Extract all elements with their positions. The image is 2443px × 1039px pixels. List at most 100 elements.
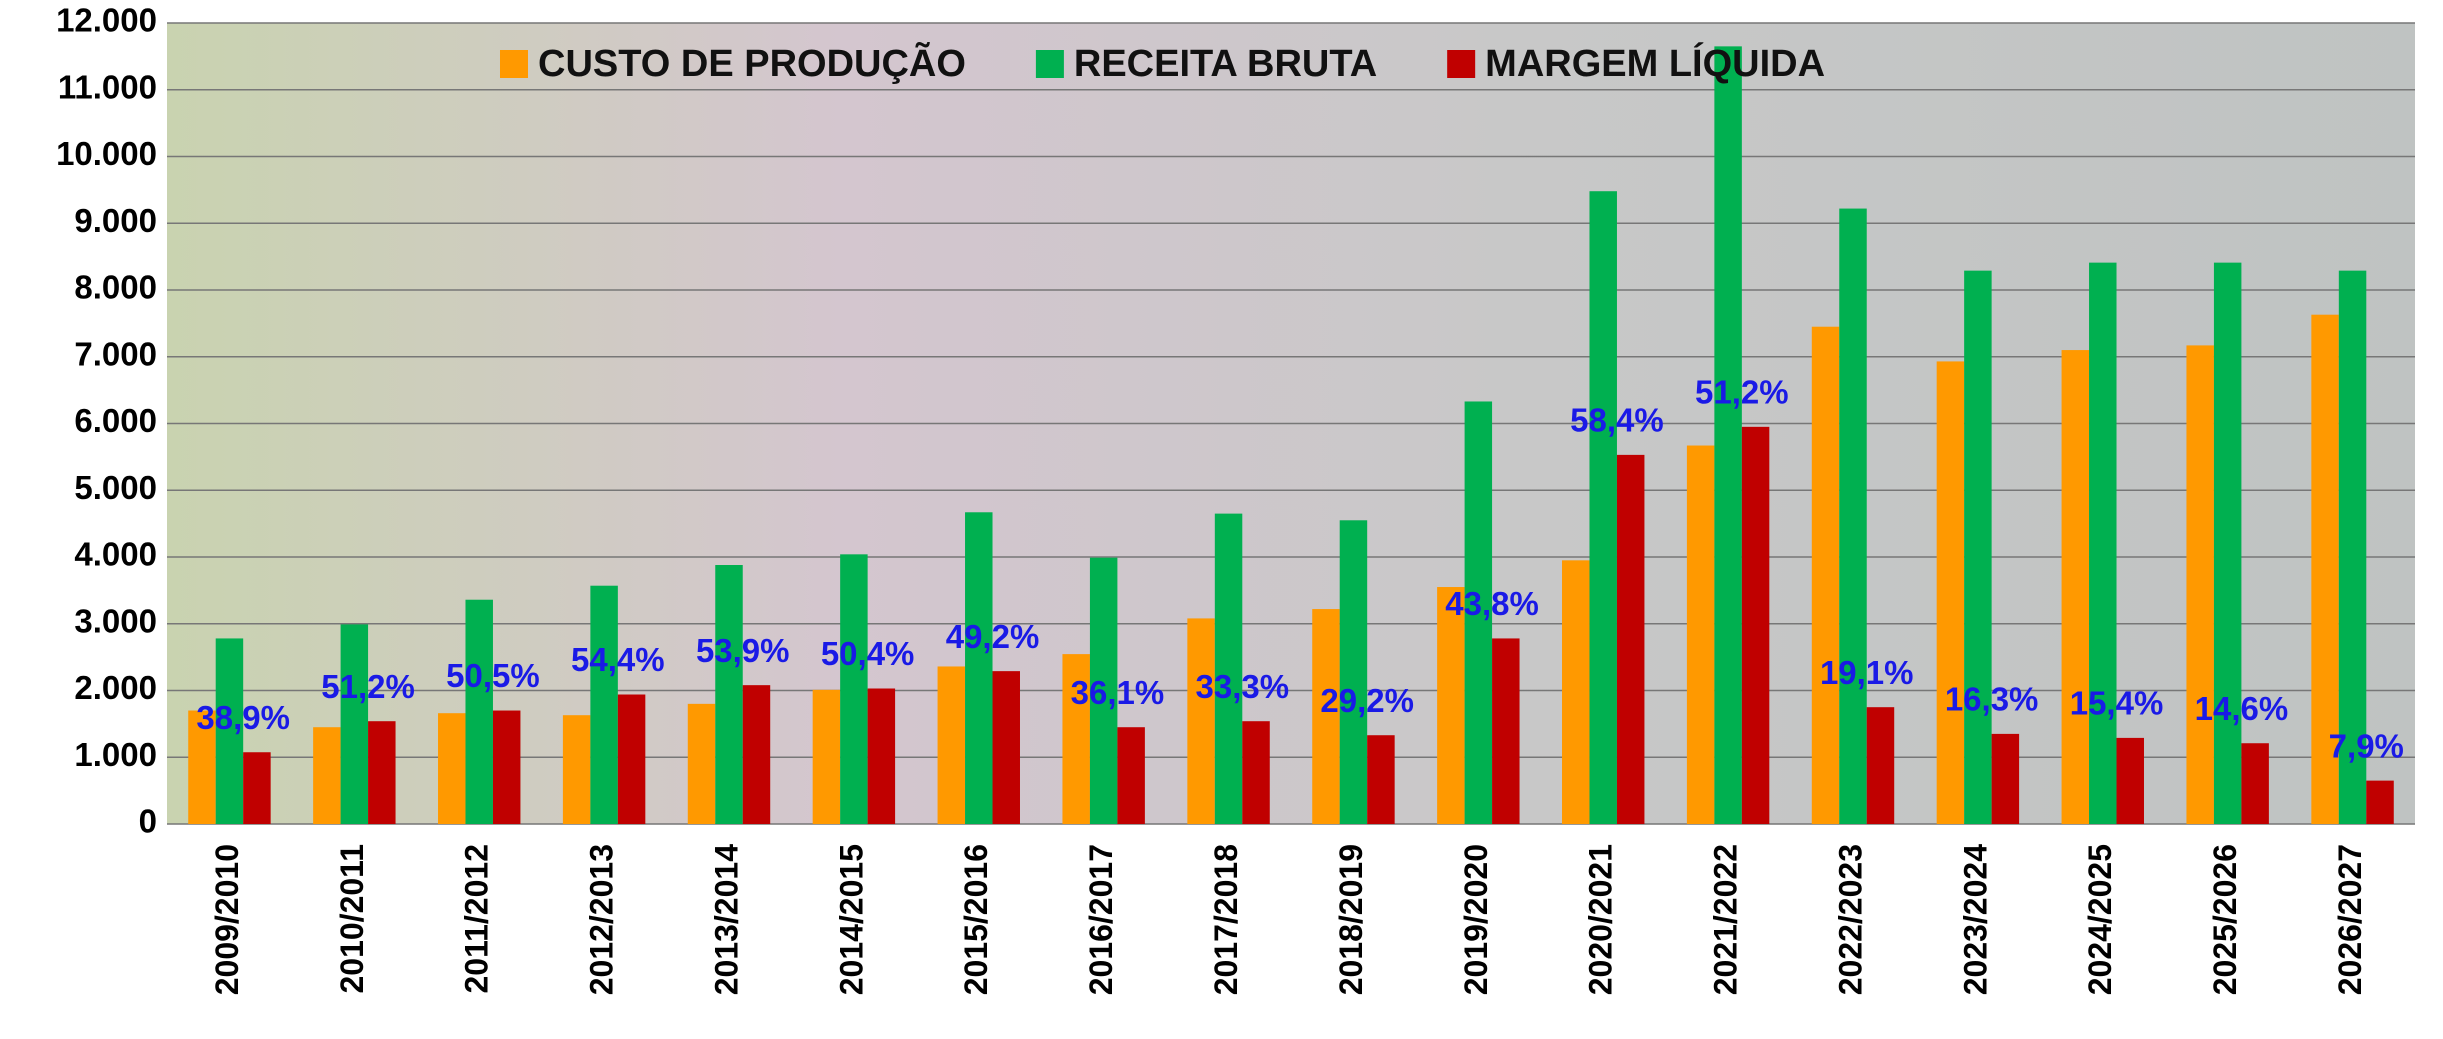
x-tick-label: 2017/2018 bbox=[1208, 844, 1244, 995]
x-tick-label: 2014/2015 bbox=[833, 844, 869, 995]
bar bbox=[1686, 445, 1715, 824]
legend-label: CUSTO DE PRODUÇÃO bbox=[538, 41, 966, 85]
percent-label: 51,2% bbox=[1695, 374, 1789, 411]
percent-label: 58,4% bbox=[1570, 402, 1664, 439]
bar bbox=[1089, 557, 1118, 824]
bar bbox=[1214, 513, 1243, 824]
bar bbox=[2338, 270, 2367, 825]
bar bbox=[1839, 208, 1867, 824]
percent-label: 43,8% bbox=[1445, 585, 1539, 622]
bar bbox=[1741, 426, 1770, 824]
bar bbox=[1062, 654, 1090, 824]
bar bbox=[2311, 314, 2339, 824]
bar bbox=[867, 688, 896, 824]
y-tick-label: 9.000 bbox=[74, 202, 157, 239]
bar bbox=[742, 685, 771, 824]
x-tick-label: 2022/2023 bbox=[1832, 844, 1868, 995]
y-tick-label: 2.000 bbox=[74, 669, 157, 706]
x-tick-label: 2016/2017 bbox=[1083, 844, 1119, 995]
bar bbox=[215, 638, 244, 824]
x-tick-label: 2021/2022 bbox=[1708, 844, 1744, 995]
percent-label: 19,1% bbox=[1820, 654, 1914, 691]
bar bbox=[2116, 737, 2144, 824]
bar bbox=[243, 752, 271, 824]
bar bbox=[313, 727, 341, 824]
x-tick-label: 2020/2021 bbox=[1583, 844, 1619, 995]
bar bbox=[840, 554, 868, 824]
bar bbox=[1464, 401, 1493, 824]
y-tick-label: 0 bbox=[139, 803, 157, 840]
percent-label: 14,6% bbox=[2195, 690, 2289, 727]
percent-label: 16,3% bbox=[1945, 681, 2039, 718]
legend-label: RECEITA BRUTA bbox=[1074, 43, 1377, 85]
bar bbox=[2241, 743, 2269, 824]
bar bbox=[1936, 361, 1965, 824]
x-tick-label: 2013/2014 bbox=[708, 844, 744, 995]
percent-label: 49,2% bbox=[946, 618, 1040, 655]
bar bbox=[2061, 350, 2090, 824]
percent-label: 53,9% bbox=[696, 632, 790, 669]
legend-swatch bbox=[1447, 50, 1476, 78]
bar bbox=[1242, 721, 1270, 824]
bar bbox=[1866, 707, 1895, 824]
y-tick-label: 3.000 bbox=[74, 602, 157, 639]
x-tick-label: 2024/2025 bbox=[2082, 844, 2118, 995]
bar bbox=[438, 713, 466, 824]
y-tick-label: 1.000 bbox=[74, 736, 157, 773]
bar bbox=[937, 666, 966, 824]
bar bbox=[1339, 520, 1368, 824]
percent-label: 15,4% bbox=[2070, 685, 2164, 722]
legend-swatch bbox=[1035, 50, 1064, 78]
y-tick-label: 11.000 bbox=[58, 68, 157, 105]
percent-label: 50,5% bbox=[446, 657, 540, 694]
bar bbox=[188, 710, 216, 824]
bar bbox=[1964, 270, 1992, 825]
bar bbox=[2213, 262, 2242, 824]
percent-label: 54,4% bbox=[571, 641, 665, 678]
bar bbox=[2186, 345, 2214, 824]
bar bbox=[992, 671, 1020, 824]
x-tick-label: 2010/2011 bbox=[334, 844, 370, 994]
bar bbox=[562, 715, 591, 824]
bar bbox=[1616, 454, 1645, 824]
percent-label: 51,2% bbox=[321, 668, 415, 705]
x-tick-label: 2018/2019 bbox=[1333, 844, 1369, 995]
y-tick-label: 5.000 bbox=[74, 469, 157, 506]
y-tick-label: 6.000 bbox=[74, 402, 157, 439]
y-tick-label: 12.000 bbox=[56, 2, 157, 39]
percent-label: 7,9% bbox=[2329, 727, 2404, 764]
x-tick-label: 2012/2013 bbox=[584, 844, 620, 995]
y-tick-label: 7.000 bbox=[74, 335, 157, 372]
x-tick-label: 2009/2010 bbox=[209, 844, 245, 995]
percent-label: 38,9% bbox=[196, 699, 290, 736]
bar bbox=[340, 624, 369, 824]
percent-label: 36,1% bbox=[1071, 674, 1165, 711]
percent-label: 33,3% bbox=[1196, 668, 1290, 705]
bar bbox=[368, 721, 396, 824]
bar bbox=[492, 710, 521, 824]
x-tick-label: 2019/2020 bbox=[1458, 844, 1494, 995]
x-tick-label: 2023/2024 bbox=[1957, 844, 1993, 995]
bar bbox=[2366, 780, 2394, 824]
bar bbox=[1589, 191, 1617, 824]
percent-label: 50,4% bbox=[821, 635, 915, 672]
x-tick-label: 2011/2012 bbox=[459, 844, 495, 994]
bar bbox=[1312, 609, 1340, 824]
bar bbox=[1991, 733, 2020, 824]
percent-label: 29,2% bbox=[1320, 682, 1414, 719]
x-tick-label: 2015/2016 bbox=[958, 844, 994, 995]
bar bbox=[812, 689, 841, 824]
legend-label: MARGEM LÍQUIDA bbox=[1485, 41, 1825, 85]
bar bbox=[617, 694, 646, 824]
bar bbox=[687, 703, 716, 824]
bar bbox=[465, 599, 493, 824]
bar bbox=[1117, 727, 1145, 824]
legend-swatch bbox=[500, 50, 528, 78]
bar bbox=[1367, 735, 1395, 824]
bar bbox=[1714, 46, 1742, 825]
bar bbox=[965, 512, 993, 824]
bar bbox=[1437, 587, 1465, 824]
bar bbox=[2089, 262, 2117, 824]
